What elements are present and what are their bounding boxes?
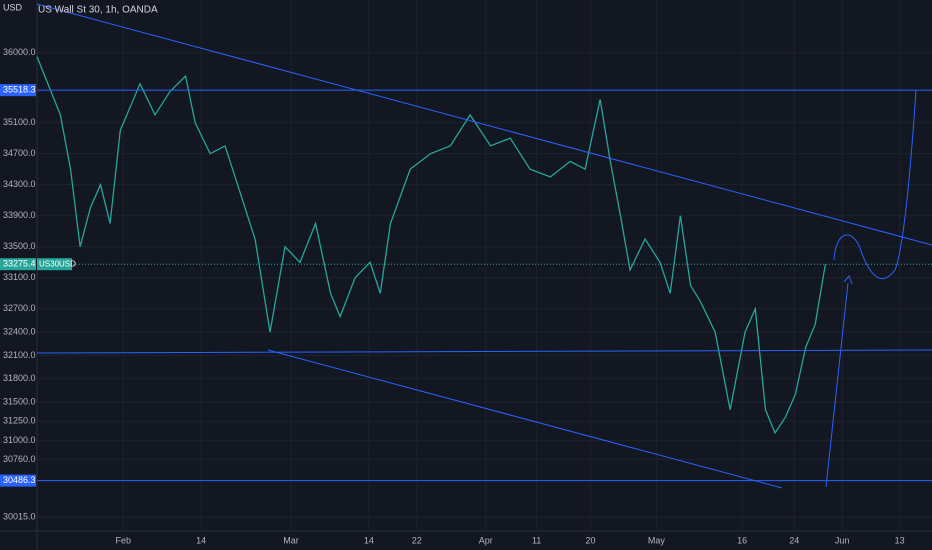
y-tick-label: 31000.0 — [3, 435, 36, 445]
y-tick-label: 32400.0 — [3, 326, 36, 336]
symbol-label: US30USD — [39, 259, 76, 268]
y-tick-label: 34300.0 — [3, 179, 36, 189]
x-tick-label: 14 — [364, 535, 374, 545]
x-tick-label: Apr — [479, 535, 493, 545]
x-tick-label: 22 — [412, 535, 422, 545]
level-tag — [0, 474, 36, 487]
y-tick-label: 32700.0 — [3, 303, 36, 313]
y-tick-label: 31250.0 — [3, 416, 36, 426]
trendline — [36, 349, 932, 354]
y-tick-label: 33500.0 — [3, 241, 36, 251]
x-tick-label: Mar — [283, 535, 299, 545]
last-price-tag — [0, 258, 36, 271]
chart-title: US Wall St 30, 1h, OANDA — [38, 5, 158, 16]
y-tick-label: 33100.0 — [3, 272, 36, 282]
y-tick-label: 36000.0 — [3, 47, 36, 57]
y-tick-label: 31500.0 — [3, 396, 36, 406]
x-tick-label: 13 — [895, 535, 905, 545]
x-tick-label: May — [648, 535, 666, 545]
x-tick-label: 16 — [737, 535, 747, 545]
drawings — [36, 3, 932, 489]
x-tick-label: 20 — [586, 535, 596, 545]
price-line — [36, 56, 827, 435]
level-label: 35518.3 — [3, 85, 36, 95]
x-tick-label: Feb — [116, 535, 132, 545]
last-price-label: 33275.4 — [3, 259, 36, 269]
arrow-head — [843, 275, 853, 285]
y-tick-label: 30015.0 — [3, 512, 36, 522]
x-tick-label: 24 — [789, 535, 799, 545]
level-label: 30486.3 — [3, 475, 36, 485]
level-tag — [0, 84, 36, 97]
grid — [37, 0, 932, 530]
y-tick-label: 33900.0 — [3, 210, 36, 220]
y-unit: USD — [3, 2, 23, 12]
y-tick-label: 32100.0 — [3, 350, 36, 360]
trendline — [36, 3, 932, 246]
y-tick-label: 34700.0 — [3, 148, 36, 158]
projection-curve — [833, 89, 917, 280]
y-tick-label: 30760.0 — [3, 454, 36, 464]
y-tick-label: 35100.0 — [3, 117, 36, 127]
arrow — [825, 282, 849, 488]
trendline — [267, 349, 783, 489]
x-tick-label: Jun — [835, 535, 850, 545]
plot — [36, 56, 932, 482]
y-tick-label: 31800.0 — [3, 373, 36, 383]
axis-labels: 36000.0 35100.0 34700.0 34300.0 33900.0 33500… — [0, 47, 905, 545]
x-tick-label: 11 — [532, 535, 541, 545]
x-tick-label: 14 — [196, 535, 206, 545]
symbol-tag — [37, 258, 72, 271]
